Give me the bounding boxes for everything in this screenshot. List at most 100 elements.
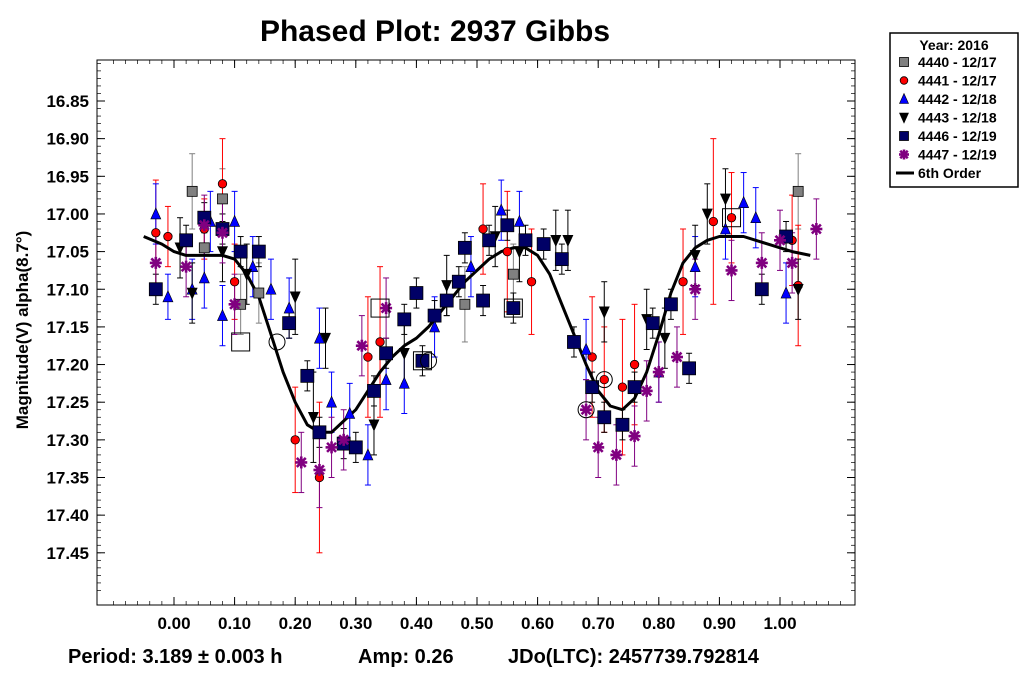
- y-tick-label: 17.10: [46, 280, 89, 299]
- legend-marker: [899, 149, 909, 160]
- x-tick-label: 0.10: [218, 614, 251, 633]
- asterisk-stroke: [217, 227, 228, 239]
- data-point: [719, 222, 731, 235]
- data-point: [300, 368, 315, 383]
- legend-marker: [899, 57, 909, 67]
- data-point: [363, 352, 373, 362]
- data-point: [701, 208, 713, 221]
- y-axis-label: Magnitude(V) alpha(8.7°): [13, 231, 32, 430]
- data-point: [610, 448, 623, 461]
- footer-amp: Amp: 0.26: [358, 646, 454, 668]
- highlight-circle: [268, 333, 286, 351]
- data-point: [459, 298, 471, 310]
- data-point: [217, 308, 228, 321]
- legend-entry: 4443 - 12/18: [918, 110, 997, 126]
- highlight-square: [231, 332, 251, 352]
- y-tick-label: 17.25: [46, 393, 89, 412]
- data-point: [198, 242, 210, 254]
- asterisk-stroke: [653, 366, 665, 378]
- asterisk-stroke: [592, 441, 604, 453]
- asterisk-stroke: [726, 265, 737, 276]
- data-point: [379, 346, 394, 361]
- data-point: [754, 282, 769, 297]
- data-point: [429, 320, 441, 333]
- legend-marker: [899, 131, 909, 141]
- legend-box: [889, 32, 1019, 188]
- highlight-markers: [231, 208, 742, 419]
- data-point: [708, 216, 718, 227]
- data-point: [368, 419, 380, 432]
- data-point: [500, 218, 515, 233]
- data-point: [217, 246, 228, 259]
- y-tick-label: 16.85: [46, 92, 89, 111]
- y-tick-label: 16.95: [46, 167, 89, 186]
- y-tick-label: 17.20: [46, 356, 89, 375]
- x-tick-label: 0.80: [642, 614, 675, 633]
- data-point: [726, 213, 737, 223]
- data-point: [617, 382, 628, 392]
- highlight-circle: [420, 352, 438, 370]
- x-tick-label: 0.00: [157, 614, 190, 633]
- data-point: [439, 293, 454, 308]
- data-point: [774, 234, 786, 247]
- asterisk-stroke: [786, 257, 798, 269]
- data-point: [580, 403, 593, 416]
- data-point: [326, 395, 338, 408]
- data-point: [599, 374, 609, 385]
- data-point: [678, 277, 688, 287]
- data-point: [792, 283, 804, 296]
- data-point: [536, 237, 551, 251]
- y-axis: 16.85 16.90 16.95 17.00 17.05 17.10 17.15 17.20…: [46, 62, 855, 591]
- data-point: [507, 268, 519, 280]
- highlight-square: [370, 298, 390, 318]
- data-point: [398, 347, 410, 360]
- plot-area: [96, 59, 856, 606]
- y-tick-label: 17.05: [46, 243, 89, 262]
- fit-curve: [143, 235, 811, 434]
- data-point: [592, 441, 605, 454]
- data-point: [580, 342, 592, 355]
- footer-period: Period: 3.189 ± 0.003 h: [68, 646, 282, 668]
- data-point: [755, 256, 768, 269]
- highlight-circle: [577, 401, 595, 419]
- asterisk-stroke: [338, 434, 350, 446]
- data-point: [689, 250, 701, 263]
- data-point: [682, 361, 696, 376]
- data-point: [598, 306, 610, 319]
- highlight-circle: [595, 371, 613, 389]
- data-point: [478, 224, 488, 234]
- x-axis: 0.00 0.10 0.20 0.30 0.40 0.50 0.60 0.70 0.80 0.90…: [113, 60, 841, 633]
- data-point: [282, 316, 297, 331]
- data-point: [217, 193, 228, 205]
- legend-marker: [899, 92, 909, 104]
- asterisk-stroke: [180, 261, 192, 273]
- data-point: [307, 411, 319, 424]
- data-point: [457, 240, 472, 255]
- data-point: [526, 277, 537, 287]
- legend-entry: 4441 - 12/17: [918, 73, 997, 89]
- data-point: [652, 366, 665, 379]
- data-point: [398, 376, 410, 389]
- data-point: [198, 271, 210, 284]
- data-point: [476, 293, 490, 308]
- data-point: [265, 282, 277, 295]
- y-tick-label: 17.15: [46, 318, 89, 337]
- data-point: [337, 433, 350, 446]
- data-point: [554, 252, 569, 267]
- data-point: [198, 219, 211, 232]
- data-point: [397, 312, 412, 327]
- data-point: [670, 351, 683, 364]
- data-point: [409, 286, 424, 300]
- data-point: [186, 185, 198, 197]
- legend-title: Year: 2016: [919, 37, 988, 53]
- footer-jdo: JDo(LTC): 2457739.792814: [508, 646, 760, 668]
- legend-entry: 4440 - 12/17: [918, 54, 997, 70]
- highlight-square: [412, 351, 432, 371]
- data-point: [179, 233, 194, 248]
- data-point: [738, 195, 750, 208]
- asterisk-stroke: [326, 441, 337, 453]
- data-point: [380, 372, 392, 385]
- data-point: [506, 301, 521, 315]
- asterisk-stroke: [580, 404, 592, 416]
